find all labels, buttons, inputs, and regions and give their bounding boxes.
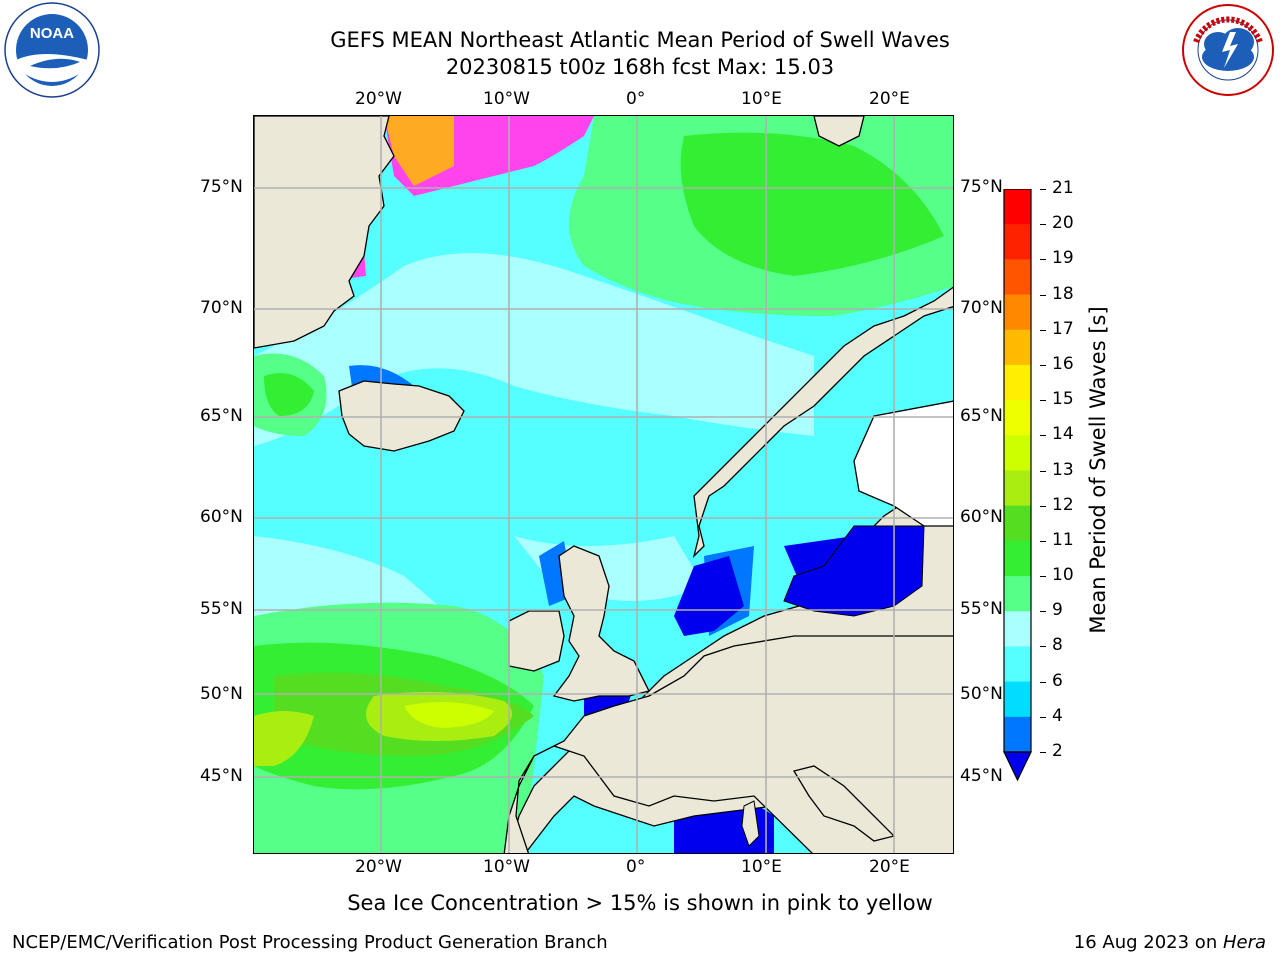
footer-left: NCEP/EMC/Verification Post Processing Pr…	[12, 932, 608, 953]
colorbar-tick-label: 20	[1052, 213, 1074, 234]
nws-logo	[1178, 2, 1278, 102]
colorbar-tick-label: 18	[1052, 283, 1074, 304]
colorbar-tick-label: 15	[1052, 389, 1074, 410]
chart-subtitle: 20230815 t00z 168h fcst Max: 15.03	[445, 55, 835, 79]
lon-label-top: 10°E	[741, 89, 782, 109]
colorbar-tick-label: 10	[1052, 565, 1074, 586]
colorbar-band	[1004, 716, 1031, 753]
colorbar-tick-label: 14	[1052, 424, 1074, 445]
colorbar-tick-mark	[1040, 189, 1046, 190]
colorbar-tick-mark	[1040, 646, 1046, 648]
lat-label-left: 70°N	[200, 298, 243, 318]
colorbar-tick-mark	[1040, 611, 1046, 613]
colorbar-tick-mark	[1040, 470, 1046, 472]
map-panel	[253, 115, 954, 854]
colorbar-band	[1004, 294, 1031, 331]
colorbar-label: Mean Period of Swell Waves [s]	[1086, 306, 1110, 634]
colorbar-band	[1004, 505, 1031, 542]
lon-label-top: 20°W	[355, 89, 402, 109]
colorbar-tick-mark	[1040, 540, 1046, 542]
colorbar-tick-mark	[1040, 400, 1046, 402]
lat-label-right: 50°N	[960, 684, 1003, 704]
lon-label-bottom: 10°W	[483, 857, 530, 877]
colorbar-tick-label: 17	[1052, 318, 1074, 339]
colorbar-band	[1004, 681, 1031, 718]
colorbar-tick-label: 12	[1052, 494, 1074, 515]
colorbar-band	[1004, 189, 1031, 225]
colorbar-tick-label: 11	[1052, 529, 1074, 550]
colorbar-tick-label: 19	[1052, 248, 1074, 269]
lat-label-left: 55°N	[200, 599, 243, 619]
svg-text:NOAA: NOAA	[30, 25, 74, 42]
colorbar-band	[1004, 259, 1031, 296]
lon-label-top: 20°E	[869, 89, 910, 109]
lat-label-right: 60°N	[960, 507, 1003, 527]
footer-date: 16 Aug 2023 on	[1073, 932, 1223, 953]
colorbar-tick-label: 16	[1052, 353, 1074, 374]
colorbar-tick-label: 2	[1052, 741, 1063, 761]
colorbar-tick-mark	[1040, 752, 1046, 753]
lon-label-bottom: 10°E	[741, 857, 782, 877]
lon-label-bottom: 20°E	[869, 857, 910, 877]
colorbar-tick-mark	[1040, 505, 1046, 507]
colorbar-tick-label: 8	[1052, 635, 1063, 656]
colorbar-band	[1004, 329, 1031, 366]
chart-title: GEFS MEAN Northeast Atlantic Mean Period…	[330, 28, 950, 52]
lat-label-left: 45°N	[200, 766, 243, 786]
colorbar-ticks: 21 20 19 18 17 16 15 14 13 12 11 10 9 8 6 4 2	[1040, 178, 1080, 764]
footer-right: 16 Aug 2023 on Hera	[1074, 932, 1266, 953]
colorbar-band	[1004, 611, 1031, 647]
colorbar	[1003, 188, 1039, 788]
colorbar-tick-label: 21	[1052, 178, 1074, 198]
lat-label-left: 50°N	[200, 684, 243, 704]
colorbar-tick-mark	[1040, 435, 1046, 437]
colorbar-tick-label: 13	[1052, 459, 1074, 480]
colorbar-tick-label: 4	[1052, 705, 1063, 726]
footer-host: Hera	[1222, 932, 1266, 953]
lat-label-left: 65°N	[200, 406, 243, 426]
colorbar-tick-mark	[1040, 681, 1046, 683]
colorbar-band	[1004, 224, 1031, 260]
lon-label-bottom: 20°W	[355, 857, 402, 877]
colorbar-tick-mark	[1040, 294, 1046, 296]
lat-label-right: 55°N	[960, 599, 1003, 619]
colorbar-tick-label: 9	[1052, 600, 1063, 621]
colorbar-extension	[1003, 751, 1032, 782]
lon-label-top: 10°W	[483, 89, 530, 109]
colorbar-tick-mark	[1040, 576, 1046, 578]
lon-label-bottom: 0°	[626, 857, 646, 877]
ice-caption: Sea Ice Concentration > 15% is shown in …	[347, 891, 933, 915]
colorbar-band	[1004, 400, 1031, 436]
lon-label-top: 0°	[626, 89, 646, 109]
colorbar-tick-mark	[1040, 364, 1046, 366]
colorbar-tick-mark	[1040, 224, 1046, 226]
lat-label-left: 60°N	[200, 507, 243, 527]
colorbar-tick-label: 6	[1052, 670, 1063, 691]
colorbar-band	[1004, 540, 1031, 577]
colorbar-outline	[1003, 188, 1032, 753]
lat-label-right: 75°N	[960, 177, 1003, 197]
colorbar-tick-mark	[1040, 329, 1046, 331]
colorbar-band	[1004, 576, 1031, 612]
lat-label-right: 70°N	[960, 298, 1003, 318]
colorbar-band	[1004, 435, 1031, 471]
colorbar-tick-mark	[1040, 259, 1046, 261]
lat-label-right: 65°N	[960, 406, 1003, 426]
colorbar-band	[1004, 364, 1031, 401]
colorbar-band	[1004, 470, 1031, 507]
colorbar-band	[1004, 646, 1031, 683]
noaa-logo: NOAA	[2, 2, 102, 102]
colorbar-tick-mark	[1040, 716, 1046, 718]
lat-label-right: 45°N	[960, 766, 1003, 786]
lat-label-left: 75°N	[200, 177, 243, 197]
